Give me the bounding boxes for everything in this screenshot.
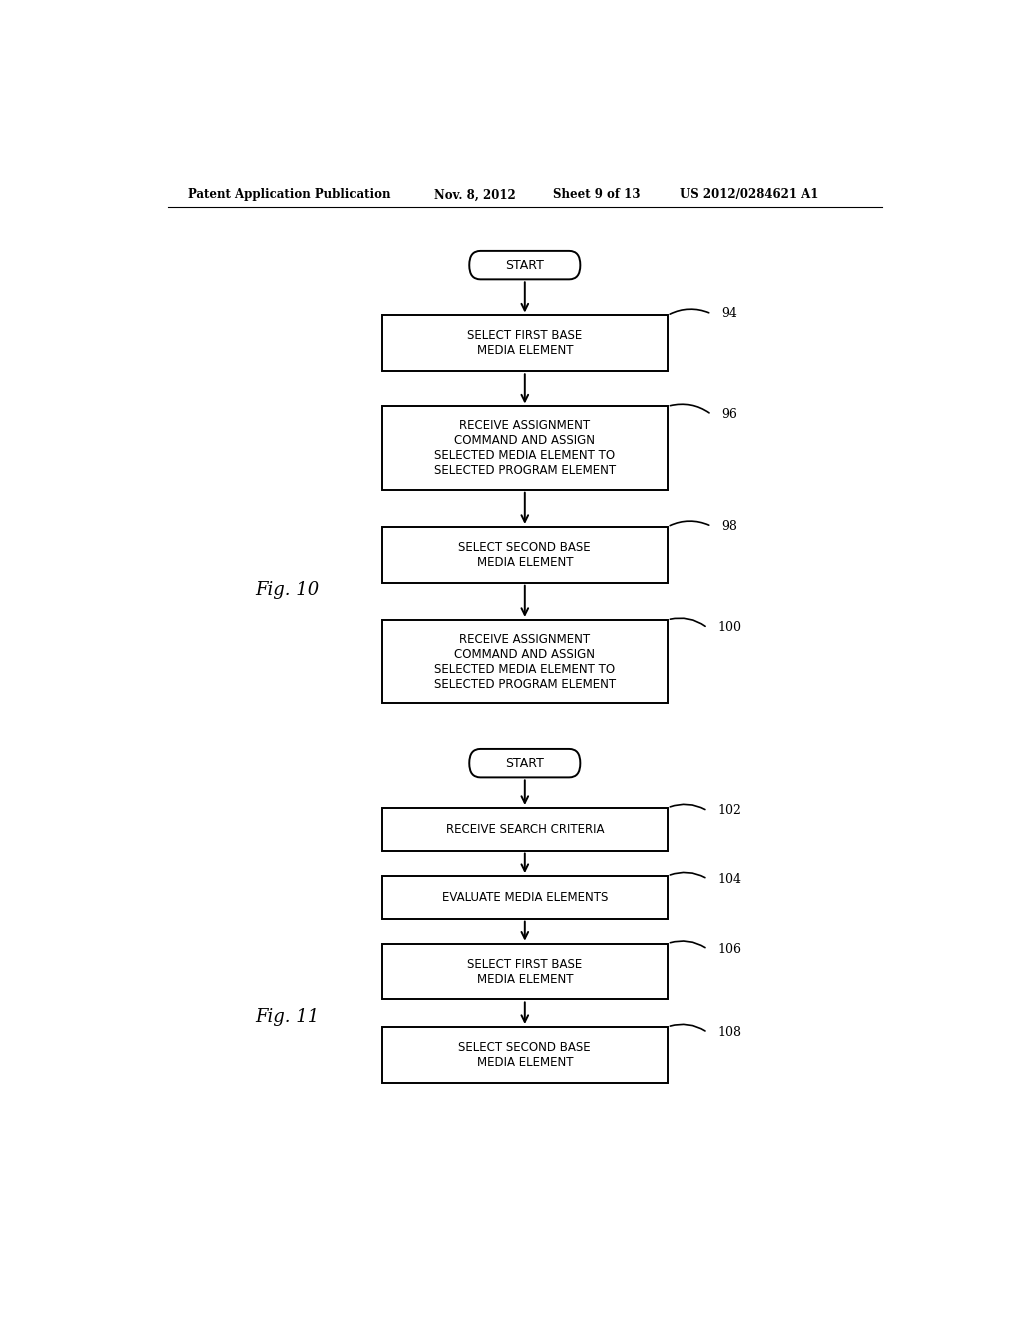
FancyBboxPatch shape [469, 748, 581, 777]
Text: SELECT SECOND BASE
MEDIA ELEMENT: SELECT SECOND BASE MEDIA ELEMENT [459, 1041, 591, 1069]
FancyBboxPatch shape [469, 251, 581, 280]
Text: 108: 108 [718, 1026, 741, 1039]
Text: EVALUATE MEDIA ELEMENTS: EVALUATE MEDIA ELEMENTS [441, 891, 608, 904]
Text: RECEIVE SEARCH CRITERIA: RECEIVE SEARCH CRITERIA [445, 822, 604, 836]
Text: Fig. 10: Fig. 10 [255, 581, 319, 599]
Text: START: START [506, 259, 544, 272]
FancyBboxPatch shape [382, 527, 668, 582]
Text: Fig. 11: Fig. 11 [255, 1008, 319, 1026]
Text: US 2012/0284621 A1: US 2012/0284621 A1 [680, 189, 818, 202]
Text: 104: 104 [718, 873, 741, 886]
Text: START: START [506, 756, 544, 770]
Text: Patent Application Publication: Patent Application Publication [187, 189, 390, 202]
FancyBboxPatch shape [382, 620, 668, 704]
Text: 106: 106 [718, 942, 741, 956]
Text: SELECT SECOND BASE
MEDIA ELEMENT: SELECT SECOND BASE MEDIA ELEMENT [459, 541, 591, 569]
Text: SELECT FIRST BASE
MEDIA ELEMENT: SELECT FIRST BASE MEDIA ELEMENT [467, 957, 583, 986]
Text: RECEIVE ASSIGNMENT
COMMAND AND ASSIGN
SELECTED MEDIA ELEMENT TO
SELECTED PROGRAM: RECEIVE ASSIGNMENT COMMAND AND ASSIGN SE… [434, 418, 615, 477]
FancyBboxPatch shape [382, 315, 668, 371]
FancyBboxPatch shape [382, 1027, 668, 1082]
FancyBboxPatch shape [382, 407, 668, 490]
FancyBboxPatch shape [382, 808, 668, 850]
Text: 98: 98 [722, 520, 737, 533]
Text: 96: 96 [722, 408, 737, 421]
Text: SELECT FIRST BASE
MEDIA ELEMENT: SELECT FIRST BASE MEDIA ELEMENT [467, 330, 583, 358]
FancyBboxPatch shape [382, 944, 668, 999]
Text: 94: 94 [722, 308, 737, 321]
Text: 102: 102 [718, 804, 741, 817]
Text: Nov. 8, 2012: Nov. 8, 2012 [433, 189, 515, 202]
Text: RECEIVE ASSIGNMENT
COMMAND AND ASSIGN
SELECTED MEDIA ELEMENT TO
SELECTED PROGRAM: RECEIVE ASSIGNMENT COMMAND AND ASSIGN SE… [434, 632, 615, 690]
Text: Sheet 9 of 13: Sheet 9 of 13 [553, 189, 640, 202]
FancyBboxPatch shape [382, 876, 668, 919]
Text: 100: 100 [718, 622, 741, 635]
